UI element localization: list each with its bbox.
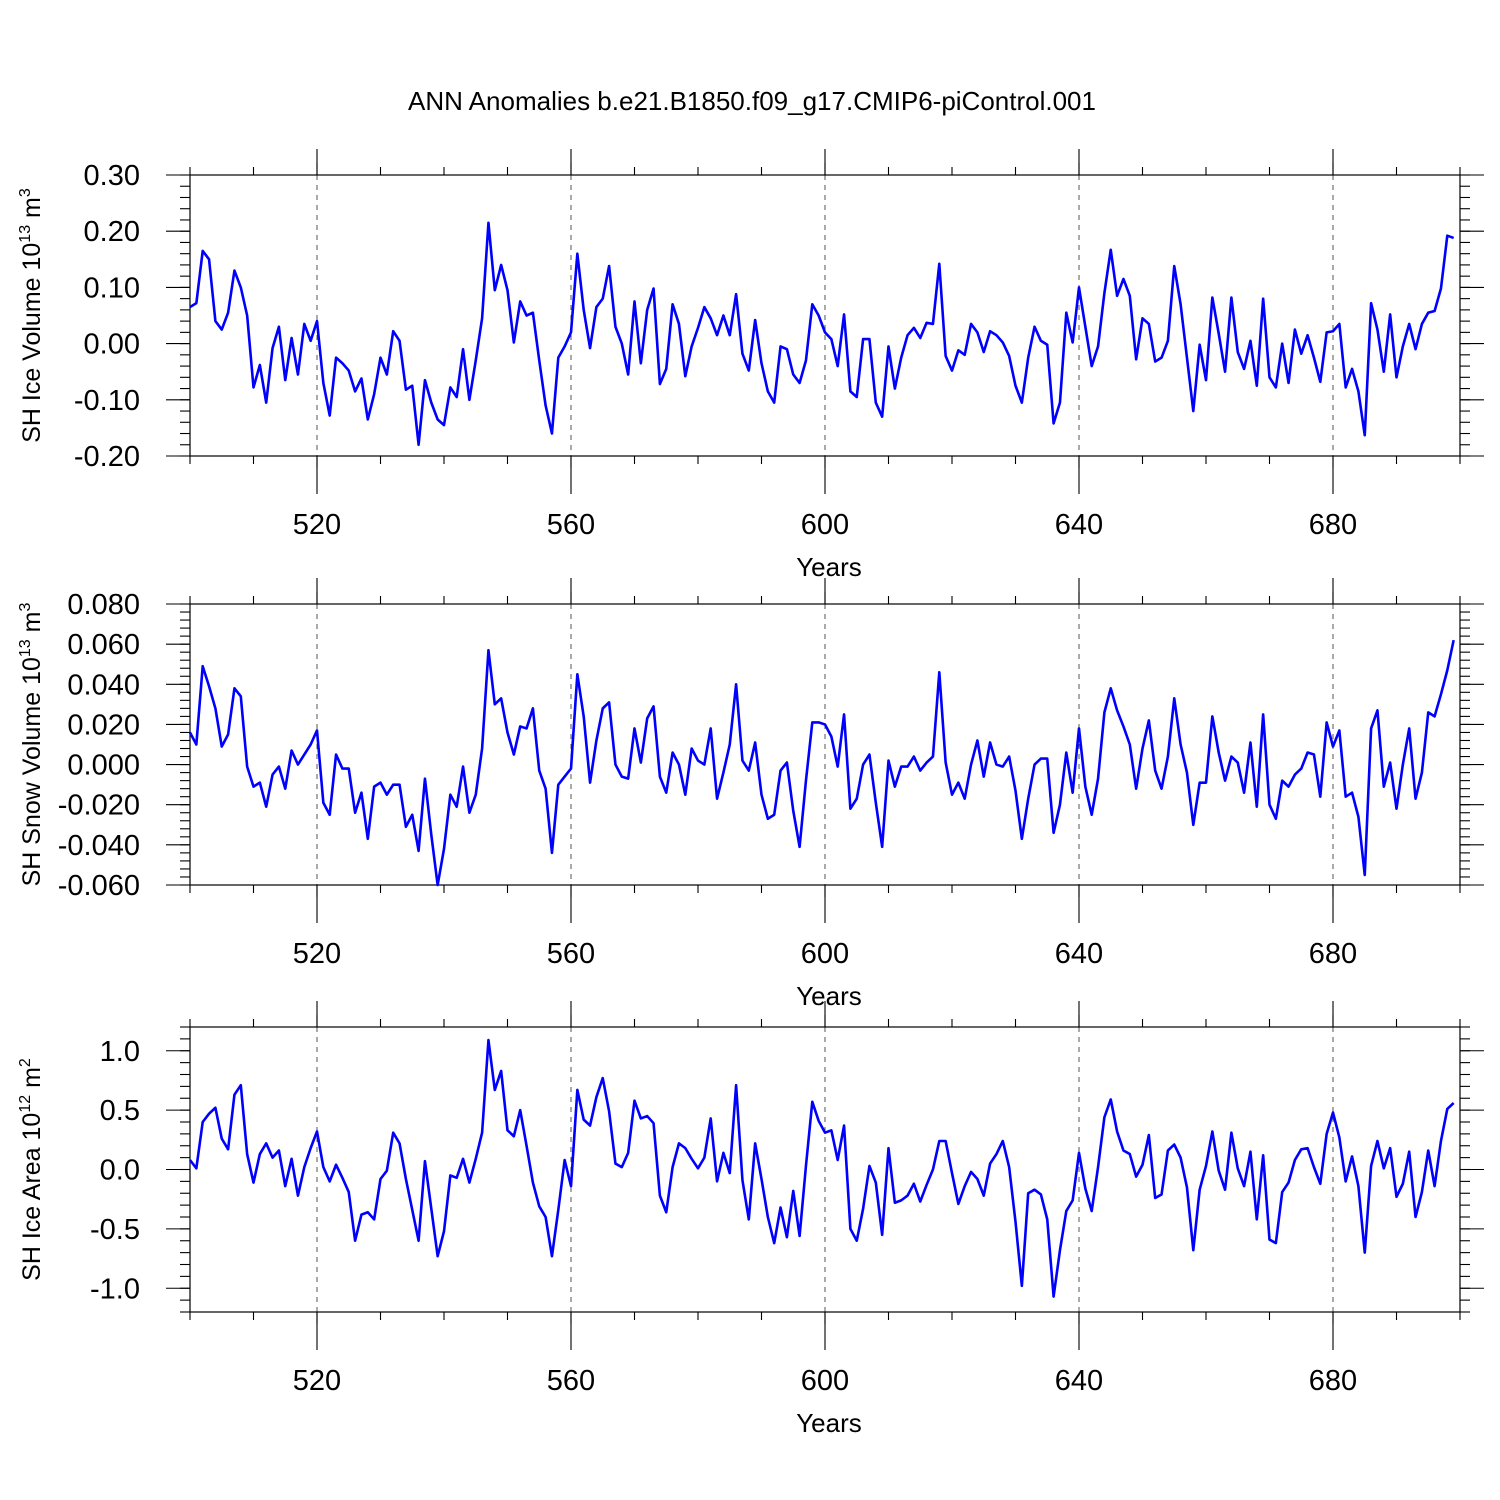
y-tick-label: 0.080 xyxy=(67,589,140,621)
y-axis-label-exponent: 13 xyxy=(17,639,34,657)
x-tick-label: 600 xyxy=(801,938,849,970)
x-axis-label: Years xyxy=(796,1408,862,1438)
y-axis-label-text: SH Ice Area 10 xyxy=(18,1113,46,1281)
y-tick-label: 0.00 xyxy=(84,329,140,361)
panel-ice-area: 520 560 600 640 680 Years -1.0 -0.5 0.0 0.5 1.0 SH … xyxy=(17,1001,1484,1438)
y-tick-label: -0.20 xyxy=(74,441,140,473)
y-axis-label-unit: m xyxy=(18,612,46,640)
x-tick-label: 600 xyxy=(801,1365,849,1397)
y-tick-label: 0.020 xyxy=(67,709,140,741)
y-axis-label-unit-exponent: 2 xyxy=(17,1058,34,1067)
y-axis-label-unit-exponent: 3 xyxy=(17,603,34,612)
x-tick-label: 600 xyxy=(801,509,849,541)
y-axis-label: SH Ice Area 1012 m2 xyxy=(17,1058,46,1281)
x-tick-label: 520 xyxy=(293,1365,341,1397)
y-axis-label-exponent: 12 xyxy=(17,1095,34,1113)
y-tick-label: 0.000 xyxy=(67,750,140,782)
x-tick-label: 680 xyxy=(1309,509,1357,541)
y-tick-label: 0.10 xyxy=(84,272,140,304)
y-tick-label: -0.5 xyxy=(90,1214,140,1246)
series-line xyxy=(188,1038,1455,1298)
y-tick-label: 0.0 xyxy=(100,1155,140,1187)
y-tick-label: -0.060 xyxy=(58,870,140,902)
y-tick-label: -0.10 xyxy=(74,385,140,417)
x-tick-label: 640 xyxy=(1055,509,1103,541)
x-tick-label: 560 xyxy=(547,509,595,541)
figure-title: ANN Anomalies b.e21.B1850.f09_g17.CMIP6-… xyxy=(408,86,1096,116)
x-tick-label: 520 xyxy=(293,938,341,970)
y-tick-label: 0.060 xyxy=(67,629,140,661)
x-tick-label: 520 xyxy=(293,509,341,541)
series-line xyxy=(188,639,1455,887)
x-tick-label: 680 xyxy=(1309,938,1357,970)
y-axis-label-unit-exponent: 3 xyxy=(17,188,34,197)
y-tick-label: 1.0 xyxy=(100,1036,140,1068)
y-axis-label-text: SH Snow Volume 10 xyxy=(18,657,46,886)
y-tick-label: -0.020 xyxy=(58,790,140,822)
y-tick-label: 0.040 xyxy=(67,669,140,701)
y-axis-label-text: SH Ice Volume 10 xyxy=(18,243,46,443)
y-tick-label: 0.5 xyxy=(100,1095,140,1127)
series-line xyxy=(189,221,1455,447)
y-axis-label: SH Snow Volume 1013 m3 xyxy=(17,603,46,887)
y-tick-label: -1.0 xyxy=(90,1273,140,1305)
x-axis-label: Years xyxy=(796,552,862,582)
x-axis-label: Years xyxy=(796,981,862,1011)
x-tick-label: 680 xyxy=(1309,1365,1357,1397)
y-axis-label-unit: m xyxy=(18,197,46,225)
x-tick-label: 560 xyxy=(547,1365,595,1397)
x-tick-label: 560 xyxy=(547,938,595,970)
y-axis-label-unit: m xyxy=(18,1067,46,1095)
y-axis-label-exponent: 13 xyxy=(17,225,34,243)
x-tick-label: 640 xyxy=(1055,938,1103,970)
y-tick-label: 0.30 xyxy=(84,160,140,192)
panel-ice-volume: 520 560 600 640 680 Years -0.20 -0.10 0.00 0.10 0.… xyxy=(17,149,1484,582)
y-tick-label: 0.20 xyxy=(84,216,140,248)
x-tick-label: 640 xyxy=(1055,1365,1103,1397)
y-axis-label: SH Ice Volume 1013 m3 xyxy=(17,188,46,443)
y-tick-label: -0.040 xyxy=(58,830,140,862)
panel-snow-volume: 520 560 600 640 680 Years -0.060 -0.040 -0.020 0.… xyxy=(17,578,1484,1011)
